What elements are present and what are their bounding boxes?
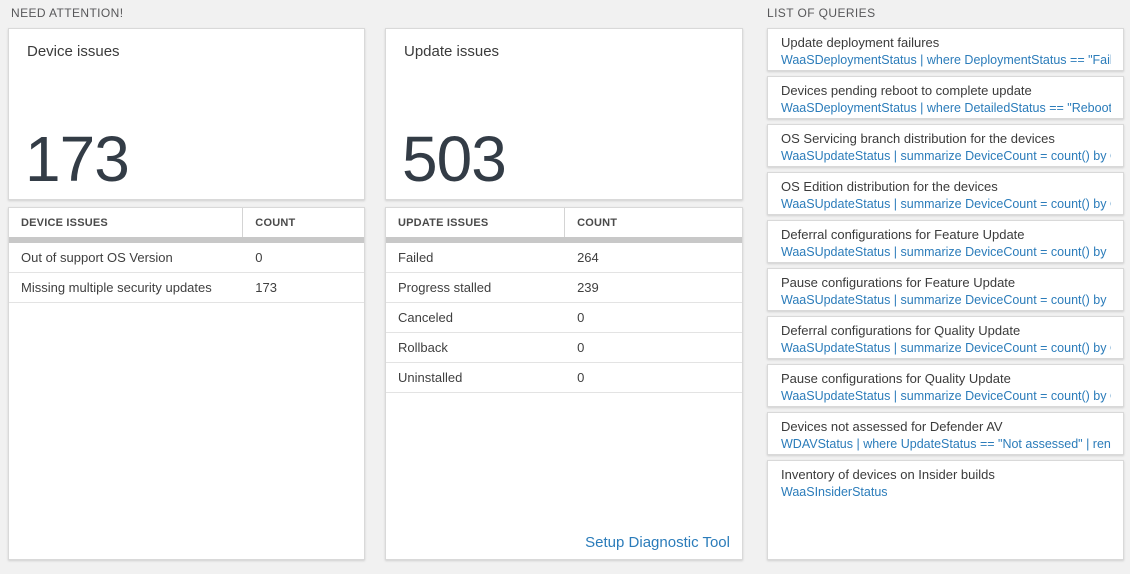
update-issues-table-header: UPDATE ISSUES COUNT	[386, 208, 742, 237]
query-title: Devices pending reboot to complete updat…	[781, 83, 1032, 98]
query-title: Pause configurations for Feature Update	[781, 275, 1016, 290]
issue-cell: Missing multiple security updates	[21, 280, 212, 295]
device-issues-table-card: DEVICE ISSUES COUNT Out of support OS Ve…	[8, 207, 365, 560]
query-text: WaaSUpdateStatus | summarize DeviceCount…	[781, 341, 1111, 355]
query-list-item[interactable]: Pause configurations for Feature Update …	[767, 268, 1124, 311]
table-row[interactable]: Failed 264	[386, 243, 742, 273]
query-title: Inventory of devices on Insider builds	[781, 467, 995, 482]
count-cell: 264	[577, 250, 599, 265]
query-text: WaaSUpdateStatus | summarize DeviceCount…	[781, 389, 1111, 403]
issue-cell: Progress stalled	[398, 280, 492, 295]
query-title: OS Servicing branch distribution for the…	[781, 131, 1055, 146]
update-issues-tile[interactable]: Update issues 503	[385, 28, 743, 200]
query-list-item[interactable]: Pause configurations for Quality Update …	[767, 364, 1124, 407]
device-issues-title: Device issues	[27, 43, 120, 60]
count-cell: 0	[577, 340, 585, 355]
query-text: WaaSUpdateStatus | summarize DeviceCount…	[781, 197, 1111, 211]
query-title: Pause configurations for Quality Update	[781, 371, 1011, 386]
table-header-bar	[9, 237, 364, 243]
query-text: WaaSUpdateStatus | summarize DeviceCount…	[781, 245, 1111, 259]
table-row[interactable]: Missing multiple security updates 173	[9, 273, 364, 303]
query-text: WaaSInsiderStatus	[781, 485, 888, 499]
query-list-item[interactable]: Deferral configurations for Quality Upda…	[767, 316, 1124, 359]
update-issues-title: Update issues	[404, 43, 500, 60]
update-issues-column-header: UPDATE ISSUES	[386, 208, 566, 237]
query-title: Update deployment failures	[781, 35, 940, 50]
query-title: Deferral configurations for Feature Upda…	[781, 227, 1025, 242]
device-issues-table-body: Out of support OS Version 0 Missing mult…	[9, 243, 364, 303]
table-row[interactable]: Out of support OS Version 0	[9, 243, 364, 273]
table-row[interactable]: Canceled 0	[386, 303, 742, 333]
table-row[interactable]: Rollback 0	[386, 333, 742, 363]
count-cell: 173	[255, 280, 277, 295]
need-attention-header: NEED ATTENTION!	[11, 6, 124, 20]
issue-cell: Out of support OS Version	[21, 250, 173, 265]
device-issues-table-header: DEVICE ISSUES COUNT	[9, 208, 364, 237]
count-cell: 239	[577, 280, 599, 295]
count-cell: 0	[255, 250, 263, 265]
list-of-queries-header: LIST OF QUERIES	[767, 6, 876, 20]
setup-diagnostic-tool-link[interactable]: Setup Diagnostic Tool	[585, 534, 730, 551]
query-list-item[interactable]: Devices not assessed for Defender AV WDA…	[767, 412, 1124, 455]
query-title: OS Edition distribution for the devices	[781, 179, 998, 194]
update-issues-table-body: Failed 264 Progress stalled 239 Canceled…	[386, 243, 742, 393]
query-text: WDAVStatus | where UpdateStatus == "Not …	[781, 437, 1111, 451]
query-list-item[interactable]: Inventory of devices on Insider builds W…	[767, 460, 1124, 560]
query-list-item[interactable]: OS Edition distribution for the devices …	[767, 172, 1124, 215]
query-title: Devices not assessed for Defender AV	[781, 419, 1003, 434]
count-cell: 0	[577, 310, 585, 325]
query-text: WaaSUpdateStatus | summarize DeviceCount…	[781, 149, 1111, 163]
count-column-header: COUNT	[577, 216, 618, 229]
table-row[interactable]: Progress stalled 239	[386, 273, 742, 303]
update-issues-table-card: UPDATE ISSUES COUNT Failed 264 Progress …	[385, 207, 743, 560]
query-list-item[interactable]: Update deployment failures WaaSDeploymen…	[767, 28, 1124, 71]
query-text: WaaSDeploymentStatus | where DeploymentS…	[781, 53, 1111, 67]
table-row[interactable]: Uninstalled 0	[386, 363, 742, 393]
device-issues-count: 173	[25, 123, 130, 195]
query-list-item[interactable]: Devices pending reboot to complete updat…	[767, 76, 1124, 119]
device-issues-column-header: DEVICE ISSUES	[9, 208, 244, 237]
table-header-bar	[386, 237, 742, 243]
issue-cell: Canceled	[398, 310, 453, 325]
query-title: Deferral configurations for Quality Upda…	[781, 323, 1021, 338]
query-list: Update deployment failures WaaSDeploymen…	[767, 28, 1124, 560]
issue-cell: Failed	[398, 250, 434, 265]
count-column-header: COUNT	[255, 216, 296, 229]
update-issues-count: 503	[402, 123, 507, 195]
query-list-item[interactable]: OS Servicing branch distribution for the…	[767, 124, 1124, 167]
query-list-item[interactable]: Deferral configurations for Feature Upda…	[767, 220, 1124, 263]
issue-cell: Uninstalled	[398, 370, 463, 385]
query-text: WaaSDeploymentStatus | where DetailedSta…	[781, 101, 1111, 115]
issue-cell: Rollback	[398, 340, 448, 355]
query-text: WaaSUpdateStatus | summarize DeviceCount…	[781, 293, 1111, 307]
count-cell: 0	[577, 370, 585, 385]
device-issues-tile[interactable]: Device issues 173	[8, 28, 365, 200]
